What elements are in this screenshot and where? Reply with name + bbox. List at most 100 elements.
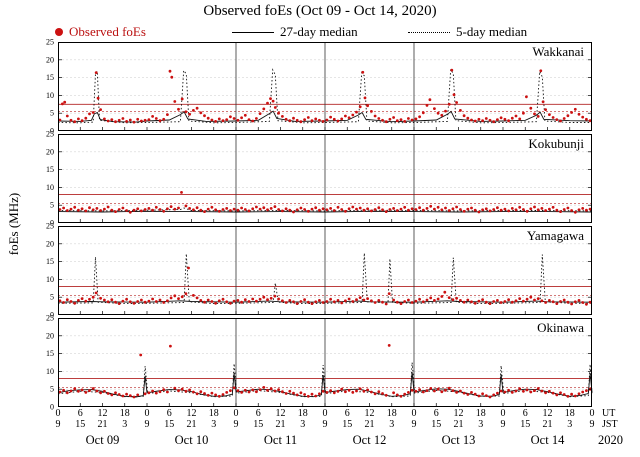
y-tick-label: 25 xyxy=(46,38,54,47)
x-tick-ut: 0 xyxy=(55,408,61,419)
x-tick-ut: 6 xyxy=(166,408,172,419)
legend-item-observed: Observed foEs xyxy=(55,24,146,40)
x-tick-ut: 12 xyxy=(453,408,464,419)
observed-dots xyxy=(58,191,592,214)
median5-line xyxy=(57,67,592,124)
x-tick-jst: 3 xyxy=(389,419,395,430)
y-tick-label: 25 xyxy=(46,222,54,231)
x-tick-jst: 21 xyxy=(97,419,108,430)
y-tick-label: 20 xyxy=(46,331,54,340)
y-tick-label: 15 xyxy=(46,257,54,266)
x-tick-ut: 12 xyxy=(275,408,286,419)
x-tick-jst: 9 xyxy=(322,419,328,430)
x-tick-jst: 15 xyxy=(253,419,264,430)
x-tick-jst: 15 xyxy=(342,419,353,430)
x-tick-ut: 0 xyxy=(144,408,150,419)
y-tick-label: 20 xyxy=(46,55,54,64)
x-tick-ut: 12 xyxy=(542,408,553,419)
panel-okinawa: Okinawa 0 5 10 15 20 25 xyxy=(46,314,593,412)
legend-median27-label: 27-day median xyxy=(280,24,358,39)
x-tick-jst: 21 xyxy=(275,419,286,430)
ut-unit-label: UT xyxy=(602,408,616,419)
x-tick-jst: 15 xyxy=(164,419,175,430)
x-tick-ut: 18 xyxy=(386,408,397,419)
legend-item-median5: 5-day median xyxy=(408,24,527,40)
observed-dot-icon xyxy=(55,28,63,36)
y-tick-label: 5 xyxy=(50,385,54,394)
median27-line xyxy=(57,372,593,398)
x-tick-jst: 3 xyxy=(567,419,573,430)
station-label: Kokubunji xyxy=(528,136,584,151)
x-tick-ut: 12 xyxy=(97,408,108,419)
date-label: Oct 13 xyxy=(441,433,476,447)
y-tick-label: 15 xyxy=(46,165,54,174)
x-tick-jst: 9 xyxy=(500,419,506,430)
x-tick-jst: 9 xyxy=(589,419,595,430)
x-tick-jst: 9 xyxy=(411,419,417,430)
x-tick-jst: 9 xyxy=(144,419,150,430)
y-tick-label: 5 xyxy=(50,293,54,302)
y-tick-label: 0 xyxy=(50,127,54,136)
x-tick-jst: 15 xyxy=(431,419,442,430)
y-tick-label: 10 xyxy=(46,275,54,284)
legend: Observed foEs 27-day median 5-day median xyxy=(0,24,640,40)
x-tick-ut: 6 xyxy=(522,408,528,419)
median5-line xyxy=(57,362,593,398)
x-tick-jst: 3 xyxy=(300,419,306,430)
x-tick-jst: 3 xyxy=(211,419,217,430)
x-tick-jst: 3 xyxy=(478,419,484,430)
date-label: Oct 09 xyxy=(85,433,120,447)
date-label: Oct 11 xyxy=(263,433,298,447)
median5-line xyxy=(57,253,592,305)
dotted-line-icon xyxy=(408,31,450,33)
x-tick-ut: 18 xyxy=(208,408,219,419)
y-tick-label: 10 xyxy=(46,367,54,376)
x-tick-jst: 21 xyxy=(453,419,464,430)
median27-line xyxy=(57,300,593,303)
station-label: Wakkanai xyxy=(532,44,584,59)
y-tick-label: 25 xyxy=(46,314,54,323)
x-tick-jst: 21 xyxy=(364,419,375,430)
median5-line xyxy=(57,207,593,212)
x-tick-ut: 6 xyxy=(255,408,261,419)
legend-observed-label: Observed foEs xyxy=(69,24,146,39)
x-tick-ut: 18 xyxy=(119,408,130,419)
y-tick-label: 15 xyxy=(46,349,54,358)
date-label: Oct 14 xyxy=(530,433,565,447)
year-label: 2020 xyxy=(598,433,623,447)
y-tick-label: 5 xyxy=(50,201,54,210)
legend-median5-label: 5-day median xyxy=(456,24,528,39)
jst-unit-label: JST xyxy=(602,419,618,430)
x-tick-jst: 9 xyxy=(233,419,239,430)
y-tick-label: 5 xyxy=(50,109,54,118)
x-tick-ut: 0 xyxy=(500,408,506,419)
y-tick-label: 10 xyxy=(46,91,54,100)
x-tick-ut: 0 xyxy=(411,408,417,419)
x-tick-ut: 12 xyxy=(364,408,375,419)
y-tick-label: 0 xyxy=(50,219,54,228)
x-tick-ut: 6 xyxy=(344,408,350,419)
station-label: Yamagawa xyxy=(527,228,584,243)
observed-dots xyxy=(58,266,592,306)
x-tick-ut: 0 xyxy=(322,408,328,419)
x-tick-jst: 9 xyxy=(55,419,61,430)
y-tick-label: 10 xyxy=(46,183,54,192)
x-tick-ut: 6 xyxy=(433,408,439,419)
x-axis: UT JST 2020 0 9 6 15 12 21 18 3 Oct 09 0 9 6 15 12 21 1… xyxy=(0,408,640,456)
x-tick-ut: 18 xyxy=(564,408,575,419)
x-tick-ut: 18 xyxy=(475,408,486,419)
y-tick-label: 15 xyxy=(46,73,54,82)
y-tick-label: 0 xyxy=(50,311,54,320)
x-tick-jst: 21 xyxy=(542,419,553,430)
median27-line xyxy=(57,110,593,123)
x-tick-ut: 18 xyxy=(297,408,308,419)
y-tick-label: 20 xyxy=(46,147,54,156)
y-tick-label: 0 xyxy=(50,403,54,412)
panel-wakkanai: Wakkanai 0 5 10 15 20 25 xyxy=(46,38,593,136)
x-tick-jst: 3 xyxy=(122,419,128,430)
chart-title: Observed foEs (Oct 09 - Oct 14, 2020) xyxy=(203,3,437,19)
panel-yamagawa: Yamagawa 0 5 10 15 20 25 xyxy=(46,222,593,320)
x-tick-ut: 0 xyxy=(589,408,595,419)
x-tick-jst: 15 xyxy=(520,419,531,430)
